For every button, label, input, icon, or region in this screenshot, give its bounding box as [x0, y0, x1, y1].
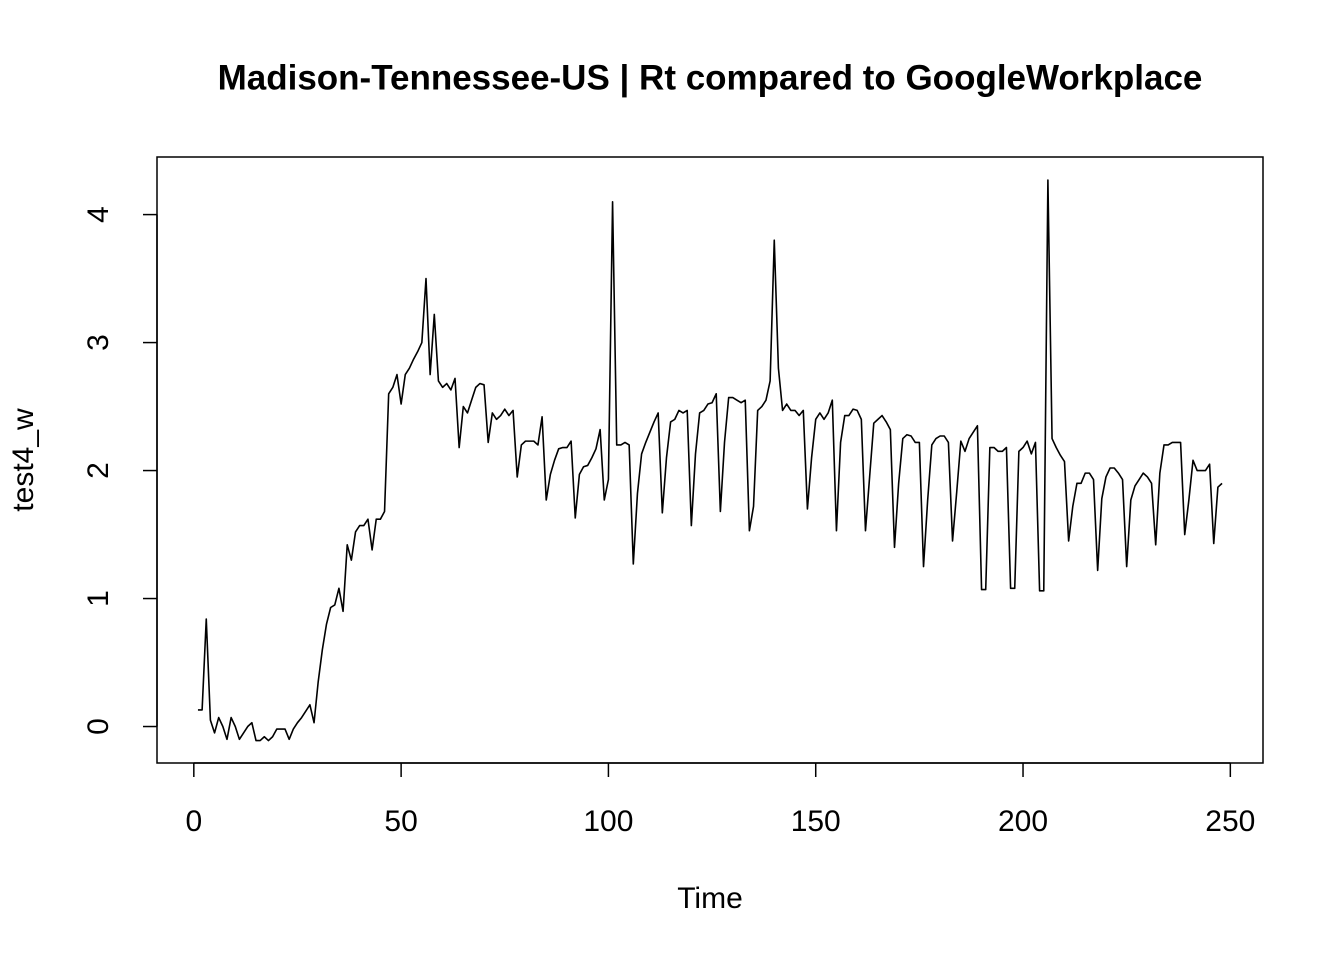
x-tick-label: 100: [583, 805, 633, 838]
y-tick-label: 3: [82, 334, 115, 351]
y-tick-label: 0: [82, 718, 115, 735]
x-tick-label: 0: [185, 805, 202, 838]
y-tick-label: 2: [82, 462, 115, 479]
plot-box: [156, 156, 1264, 764]
x-tick-label: 150: [791, 805, 841, 838]
x-tick-label: 50: [384, 805, 417, 838]
x-tick-label: 250: [1205, 805, 1255, 838]
y-tick-label: 4: [82, 206, 115, 223]
x-tick-label: 200: [998, 805, 1048, 838]
chart-title: Madison-Tennessee-US | Rt compared to Go…: [218, 58, 1203, 97]
y-tick-label: 1: [82, 590, 115, 607]
y-axis-label: test4_w: [7, 408, 40, 512]
x-axis-label: Time: [677, 882, 743, 915]
line-series: [197, 179, 1223, 742]
